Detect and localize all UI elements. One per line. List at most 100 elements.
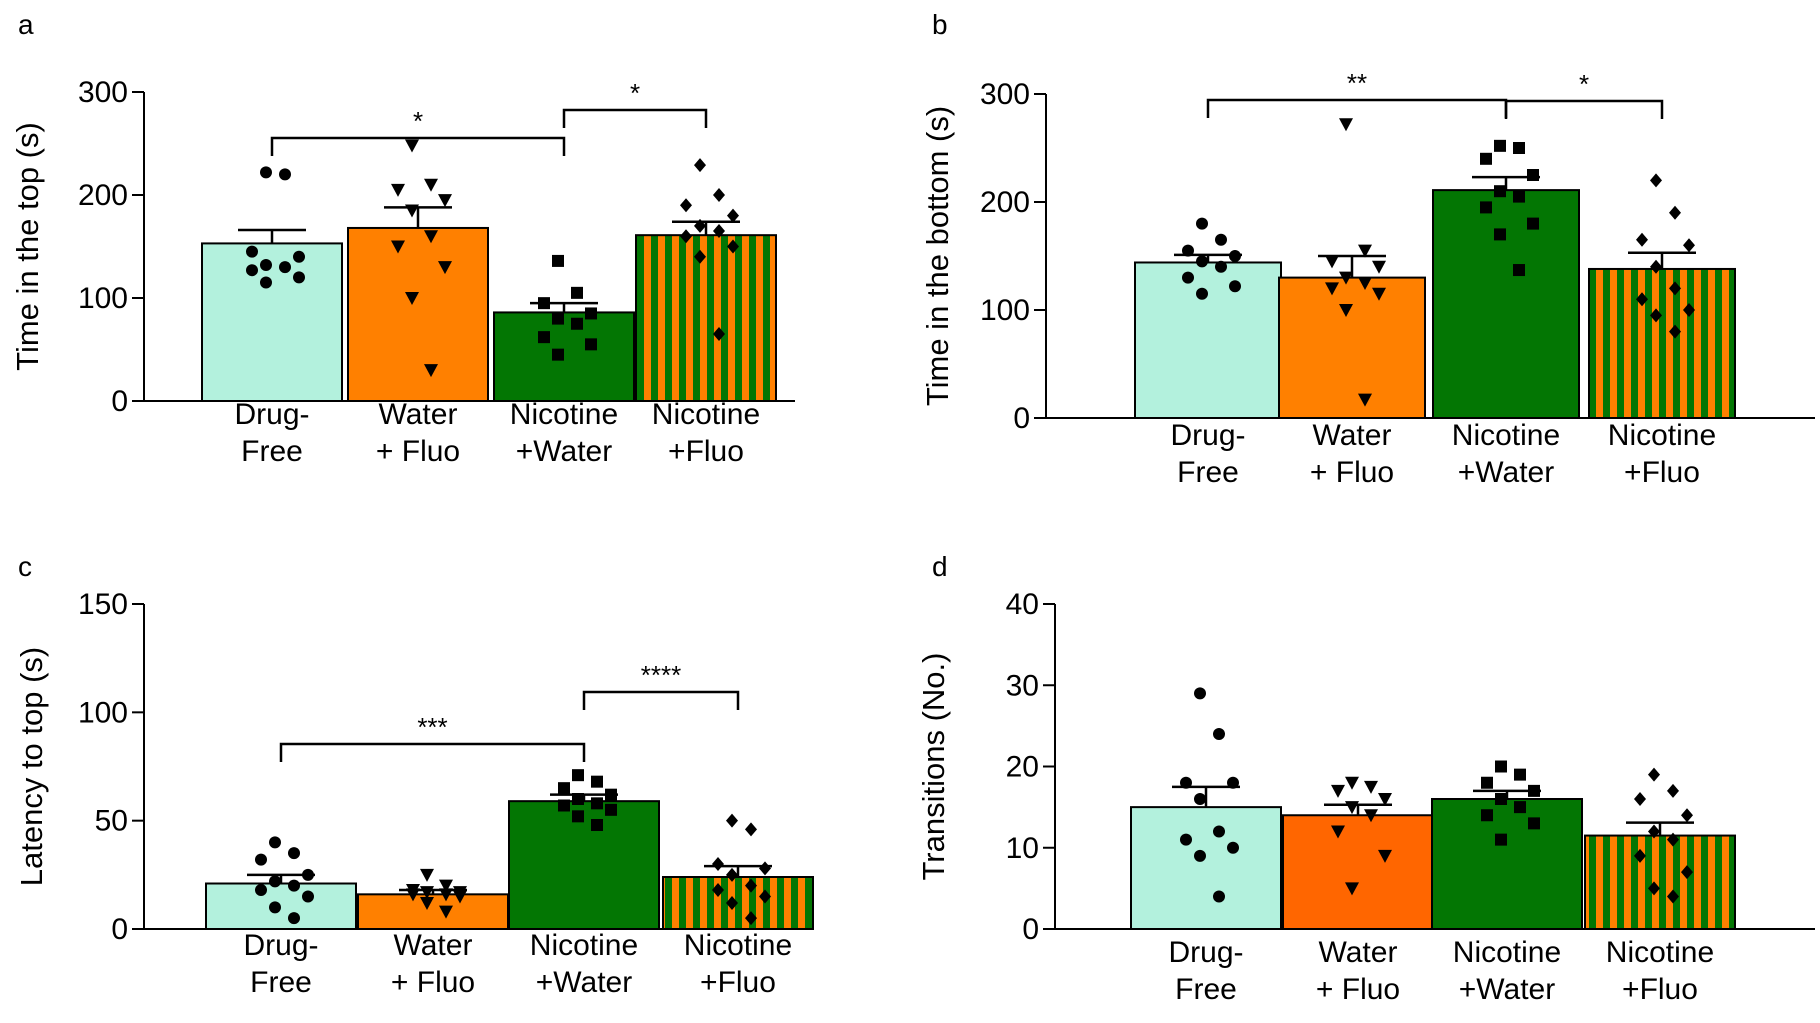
x-category-label: Nicotine <box>1606 936 1714 969</box>
bar <box>635 234 777 402</box>
x-category-label: Free <box>1175 973 1237 1006</box>
data-point <box>572 793 584 805</box>
data-point <box>1196 217 1208 230</box>
y-axis-label: Time in the bottom (s) <box>920 106 955 406</box>
data-point <box>745 911 757 926</box>
data-point <box>406 888 420 902</box>
data-point <box>1669 281 1681 296</box>
data-point <box>260 276 272 289</box>
y-axis-label: Latency to top (s) <box>14 647 49 887</box>
data-point <box>288 879 300 892</box>
data-point <box>1514 801 1526 814</box>
data-point <box>1650 259 1662 274</box>
x-category-label: + Fluo <box>376 435 460 468</box>
data-point <box>1648 824 1660 839</box>
data-point <box>745 822 757 837</box>
data-point <box>1227 776 1239 789</box>
y-tick-label: 10 <box>1006 832 1039 865</box>
panel-b-letter: b <box>932 9 948 40</box>
data-point <box>1513 142 1525 154</box>
y-tick-label: 30 <box>1006 669 1039 702</box>
data-point <box>1331 825 1345 839</box>
data-point <box>1215 260 1227 273</box>
bar <box>1278 276 1426 419</box>
data-point <box>1213 728 1225 740</box>
data-point <box>391 183 405 197</box>
y-tick-label: 0 <box>1022 913 1039 946</box>
data-point <box>694 218 706 233</box>
x-category-label: +Fluo <box>700 966 776 999</box>
y-tick-label: 100 <box>78 696 128 729</box>
data-point <box>255 884 267 896</box>
bar <box>1282 814 1434 930</box>
x-category-label: Water <box>379 398 458 431</box>
data-point <box>1528 817 1540 830</box>
data-point <box>260 259 272 272</box>
x-category-label: Nicotine <box>1608 419 1716 452</box>
data-point <box>1494 139 1506 152</box>
data-point <box>713 224 725 239</box>
data-point <box>759 861 771 876</box>
data-point <box>1636 292 1648 307</box>
panel-a-chart: Time in the top (s) 0 100 200 300 Drug- Free Wa… <box>10 76 795 468</box>
x-category-label: Free <box>250 966 312 999</box>
significance-label: * <box>413 106 423 136</box>
data-point <box>1325 255 1339 269</box>
data-point <box>424 364 438 378</box>
data-point <box>1650 173 1662 188</box>
data-point <box>246 245 258 258</box>
bar <box>508 800 660 931</box>
bar <box>347 226 489 402</box>
data-point <box>605 788 617 801</box>
data-point <box>591 819 603 831</box>
data-point <box>424 178 438 192</box>
data-point <box>1636 232 1648 247</box>
data-point <box>694 158 706 173</box>
data-point <box>1683 238 1695 253</box>
data-point <box>680 229 692 244</box>
y-tick-label: 0 <box>111 913 128 946</box>
x-category-label: Nicotine <box>1452 419 1560 452</box>
x-category-label: Water <box>1313 419 1392 452</box>
data-point <box>1634 848 1646 863</box>
data-point <box>713 188 725 202</box>
x-category-label: Water <box>394 929 473 962</box>
x-category-label: Nicotine <box>510 398 618 431</box>
data-point <box>1514 768 1526 781</box>
data-point <box>1527 217 1539 230</box>
data-point <box>1227 841 1239 854</box>
bar <box>201 242 343 402</box>
data-point <box>420 897 434 910</box>
data-point <box>420 868 434 882</box>
data-point <box>1495 793 1507 805</box>
panel-d-letter: d <box>932 551 948 582</box>
data-point <box>288 912 300 925</box>
x-category-label: +Water <box>1458 456 1554 489</box>
data-point <box>1481 776 1493 789</box>
data-point <box>405 292 419 305</box>
data-point <box>1667 889 1679 904</box>
y-axis-label: Transitions (No.) <box>916 653 951 881</box>
data-point <box>438 261 452 275</box>
data-point <box>1229 280 1241 293</box>
data-point <box>538 297 550 310</box>
data-point <box>1683 303 1695 317</box>
data-point <box>453 890 467 904</box>
data-point <box>558 799 570 812</box>
bar <box>1431 798 1583 930</box>
significance-label: *** <box>417 712 447 742</box>
data-point <box>391 240 405 254</box>
x-category-label: +Water <box>1459 973 1555 1006</box>
x-category-label: +Water <box>516 435 612 468</box>
y-tick-label: 40 <box>1006 588 1039 621</box>
data-point <box>1196 287 1208 300</box>
x-category-label: Drug- <box>1168 936 1243 969</box>
x-category-label: Free <box>1177 456 1239 489</box>
data-point <box>269 836 281 849</box>
data-point <box>1669 324 1681 339</box>
data-point <box>1180 833 1192 846</box>
data-point <box>713 327 725 342</box>
data-point <box>572 810 584 823</box>
data-point <box>302 890 314 903</box>
x-category-label: Nicotine <box>684 929 792 962</box>
